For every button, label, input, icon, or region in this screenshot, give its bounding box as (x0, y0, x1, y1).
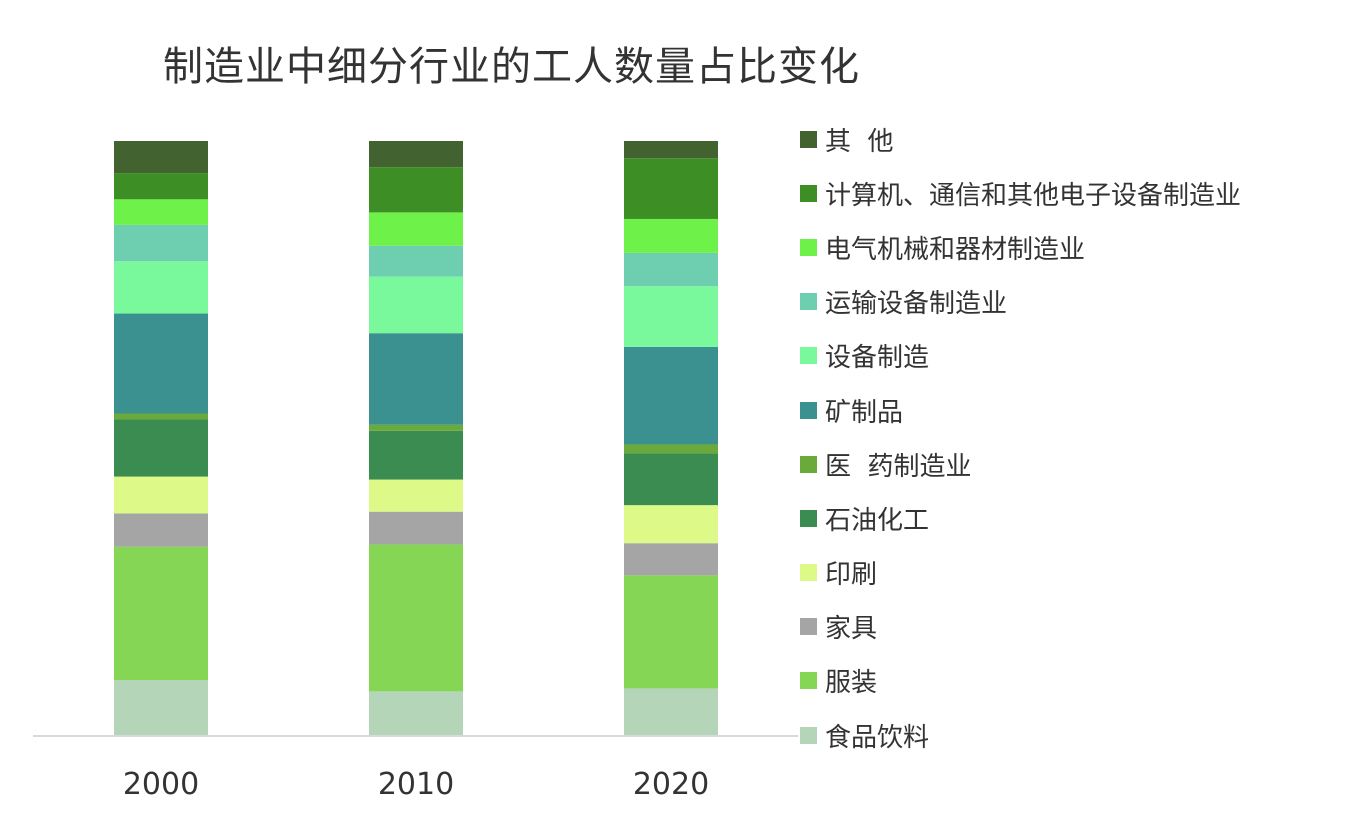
bar-segment-2010-9 (369, 212, 463, 246)
bar-segment-2000-8 (114, 224, 208, 262)
bar-segment-2000-11 (114, 141, 208, 174)
bar-segment-2000-9 (114, 199, 208, 225)
legend-swatch (800, 672, 817, 690)
bar-segment-2010-1 (369, 544, 463, 692)
bar-segment-2010-5 (369, 424, 463, 431)
bar-segment-2010-10 (369, 167, 463, 213)
legend-label: 印刷 (825, 560, 878, 591)
bar-segment-2020-10 (624, 158, 718, 219)
legend-label: 运输设备制造业 (825, 289, 1008, 320)
legend-item: 食品饮料 (800, 708, 1350, 762)
legend-label: 其 他 (825, 126, 894, 157)
legend-swatch (800, 401, 817, 419)
legend-swatch (800, 293, 817, 311)
legend-swatch (800, 564, 817, 582)
bar-segment-2000-3 (114, 476, 208, 514)
legend-label: 石油化工 (825, 505, 930, 536)
bars-group (114, 141, 718, 736)
legend-item: 服装 (800, 654, 1350, 708)
bar-segment-2000-5 (114, 413, 208, 420)
legend-swatch (800, 238, 817, 256)
bar-segment-2010-0 (369, 691, 463, 736)
legend-item: 运输设备制造业 (800, 275, 1350, 329)
bar-segment-2010-7 (369, 276, 463, 334)
legend-item: 家具 (800, 600, 1350, 654)
legend-swatch (800, 455, 817, 473)
bar-segment-2020-7 (624, 286, 718, 347)
legend-item: 计算机、通信和其他电子设备制造业 (800, 166, 1350, 220)
bar-segment-2020-3 (624, 505, 718, 544)
x-tick-label-2000: 2000 (123, 767, 199, 802)
legend: 其 他计算机、通信和其他电子设备制造业 电气机械和器材制造业 运输设备制造业 设备制造… (800, 112, 1350, 762)
bar-segment-2000-10 (114, 173, 208, 200)
legend-swatch (800, 726, 817, 744)
bar-segment-2010-11 (369, 141, 463, 168)
legend-swatch (800, 509, 817, 527)
bar-segment-2020-8 (624, 252, 718, 287)
bar-segment-2020-0 (624, 688, 718, 736)
legend-item: 矿制品 (800, 383, 1350, 437)
legend-item: 石油化工 (800, 491, 1350, 545)
x-tick-labels: 2000 2010 2020 (123, 767, 709, 802)
legend-label: 服装 (825, 668, 878, 699)
bar-segment-2010-6 (369, 333, 463, 425)
legend-swatch (800, 347, 817, 365)
bar-segment-2020-4 (624, 453, 718, 506)
legend-label: 医 药制造业 (825, 451, 972, 482)
bar-segment-2020-11 (624, 141, 718, 159)
bar-segment-2000-1 (114, 546, 208, 681)
legend-item: 医 药制造业 (800, 437, 1350, 491)
legend-label: 设备制造 (825, 343, 930, 374)
bar-segment-2020-5 (624, 444, 718, 454)
legend-swatch (800, 618, 817, 636)
bar-segment-2010-4 (369, 430, 463, 480)
legend-label: 矿制品 (825, 397, 904, 428)
bar-segment-2020-6 (624, 346, 718, 445)
legend-item: 印刷 (800, 546, 1350, 600)
bar-segment-2010-2 (369, 511, 463, 545)
legend-label: 计算机、通信和其他电子设备制造业 (825, 180, 1242, 211)
bar-segment-2020-2 (624, 543, 718, 576)
bar-segment-2010-8 (369, 245, 463, 277)
legend-swatch (800, 130, 817, 148)
legend-swatch (800, 184, 817, 202)
bar-segment-2000-0 (114, 680, 208, 736)
legend-label: 电气机械和器材制造业 (825, 234, 1086, 265)
bar-segment-2010-3 (369, 479, 463, 512)
legend-item: 其 他 (800, 112, 1350, 166)
legend-item: 设备制造 (800, 329, 1350, 383)
chart-title: 制造业中细分行业的工人数量占比变化 (163, 44, 860, 90)
legend-label: 食品饮料 (825, 722, 930, 753)
bar-segment-2020-1 (624, 575, 718, 689)
bar-segment-2000-2 (114, 513, 208, 547)
bar-segment-2020-9 (624, 218, 718, 253)
bar-segment-2000-7 (114, 261, 208, 314)
x-tick-label-2020: 2020 (633, 767, 709, 802)
bar-segment-2000-4 (114, 419, 208, 477)
bar-segment-2000-6 (114, 313, 208, 414)
legend-label: 家具 (825, 614, 878, 645)
x-tick-label-2010: 2010 (378, 767, 454, 802)
legend-item: 电气机械和器材制造业 (800, 220, 1350, 274)
